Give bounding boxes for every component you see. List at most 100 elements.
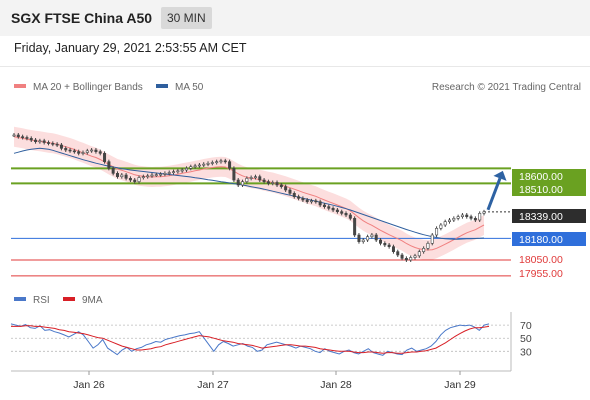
candle-body <box>176 170 180 173</box>
bollinger-band <box>14 126 484 260</box>
candle-body <box>137 177 141 182</box>
timestamp: Friday, January 29, 2021 2:53:55 AM CET <box>14 41 247 55</box>
candle-body <box>426 243 430 249</box>
candle-body <box>64 148 68 151</box>
resistance-label: 18510.00 <box>519 184 563 196</box>
candle-body <box>25 137 29 139</box>
candle-body <box>34 139 38 142</box>
candle-body <box>465 214 469 217</box>
candle-body <box>318 201 322 206</box>
candle-body <box>353 218 357 236</box>
candle-body <box>223 160 227 163</box>
pivot-label: 18180.00 <box>519 234 563 246</box>
price-panel <box>11 126 511 277</box>
candle-body <box>146 175 150 178</box>
candle-body <box>331 208 335 211</box>
candle-body <box>348 214 352 219</box>
candle-body <box>370 234 374 237</box>
candle-body <box>301 198 305 201</box>
forecast-arrow-head <box>493 170 507 181</box>
candle-body <box>322 204 326 207</box>
candle-body <box>128 178 132 181</box>
last-label-box <box>512 209 586 223</box>
candle-body <box>439 224 443 229</box>
ma50-line <box>13 147 485 240</box>
rsi-ma-legend-label: 9MA <box>82 295 103 306</box>
candle-body <box>228 161 232 169</box>
candle-body <box>383 243 387 246</box>
support-label: 18050.00 <box>519 254 563 266</box>
candle-body <box>68 149 72 152</box>
candle-body <box>279 184 283 187</box>
candle-body <box>232 168 236 181</box>
x-axis: Jan 26 Jan 27 Jan 28 Jan 29 <box>73 371 476 391</box>
candle-body <box>292 193 296 197</box>
candle-body <box>253 176 257 178</box>
candle-body <box>404 258 408 261</box>
candle-body <box>266 181 270 184</box>
candle-body <box>284 186 288 191</box>
candle-body <box>98 151 102 154</box>
candle-body <box>482 211 486 214</box>
candle-body <box>443 221 447 226</box>
candle-body <box>249 177 253 179</box>
forecast-arrow <box>486 177 502 211</box>
last-label: 18339.00 <box>519 211 563 223</box>
candle-body <box>310 200 314 203</box>
candle-body <box>85 150 89 153</box>
candle-body <box>29 138 33 141</box>
candle-body <box>366 236 370 241</box>
interval-badge[interactable]: 30 MIN <box>161 7 212 29</box>
candle-body <box>361 239 365 242</box>
candle-body <box>396 251 400 256</box>
candle-body <box>81 152 85 154</box>
candle-body <box>262 179 266 182</box>
rsi-tick-label: 50 <box>520 333 532 345</box>
x-tick-label: Jan 29 <box>444 379 476 391</box>
candle-body <box>115 173 119 177</box>
x-tick-label: Jan 26 <box>73 379 105 391</box>
candle-body <box>340 211 344 214</box>
resistance-label-box <box>512 182 586 196</box>
candle-body <box>180 169 184 172</box>
candle-body <box>16 134 20 137</box>
candle-body <box>409 257 413 261</box>
x-tick-label: Jan 27 <box>197 379 229 391</box>
candle-body <box>288 189 292 194</box>
candle-body <box>159 173 163 176</box>
candle-body <box>241 181 245 186</box>
candle-body <box>297 196 301 199</box>
candle-body <box>473 218 477 221</box>
candle-body <box>107 161 111 169</box>
candle-body <box>275 182 279 186</box>
rsi-line <box>10 323 490 356</box>
candle-body <box>206 163 210 165</box>
candle-body <box>133 179 137 182</box>
candle-body <box>189 166 193 169</box>
candle-body <box>387 244 391 247</box>
candle-body <box>271 182 275 184</box>
candle-body <box>245 178 249 182</box>
candle-body <box>413 255 417 258</box>
candle-body <box>478 213 482 221</box>
rsi-ma-legend-swatch <box>63 297 75 301</box>
candle-body <box>422 248 426 252</box>
rsi-ma-line <box>11 325 490 354</box>
ma20-legend-label: MA 20 + Bollinger Bands <box>33 82 143 93</box>
support-label: 17955.00 <box>519 268 563 280</box>
pivot-label-box <box>512 232 586 246</box>
credit-text: Research © 2021 Trading Central <box>432 82 581 93</box>
candle-body <box>21 136 25 138</box>
candle-body <box>12 134 16 137</box>
candle-body <box>448 219 452 222</box>
candle-body <box>452 218 456 221</box>
candle-body <box>163 173 167 175</box>
candle-body <box>94 149 98 152</box>
candle-body <box>456 216 460 219</box>
candle-body <box>197 164 201 167</box>
candle-body <box>103 153 107 162</box>
candle-body <box>172 171 176 173</box>
